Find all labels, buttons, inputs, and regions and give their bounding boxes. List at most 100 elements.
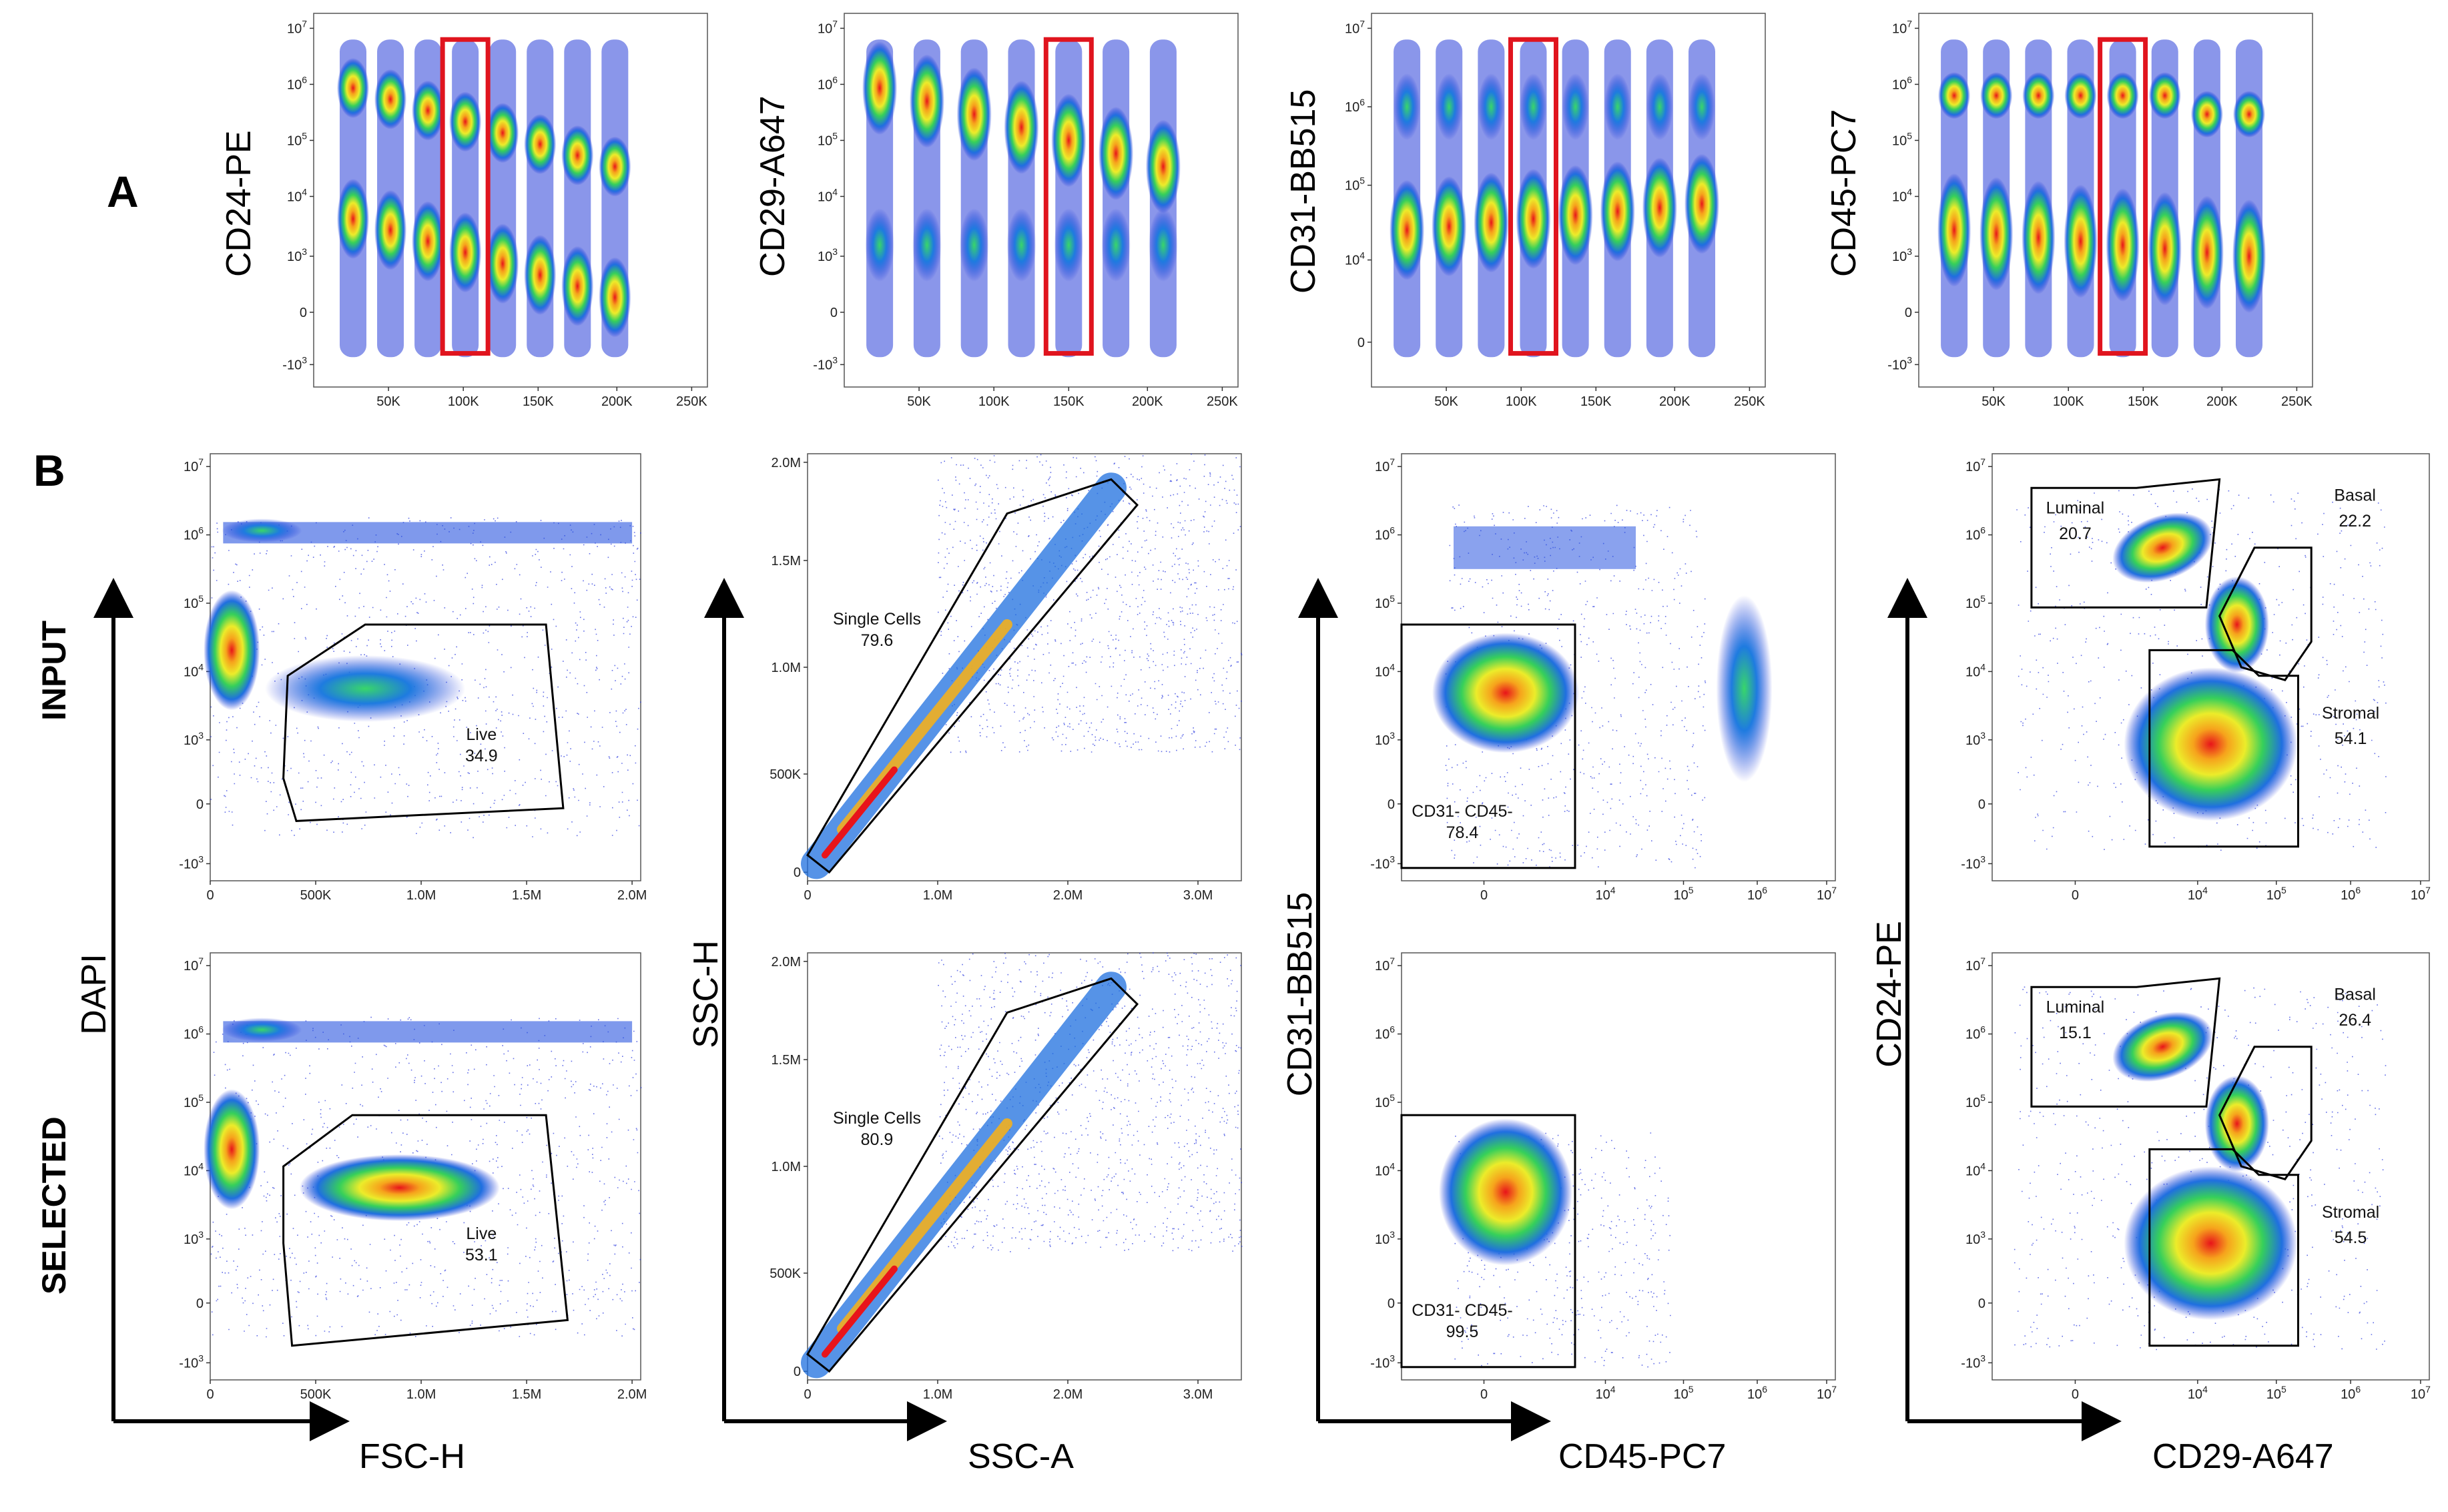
panel-a-1-ytick-label: 0 bbox=[300, 306, 307, 320]
big-axis-cd45: CD45-PC7 bbox=[1558, 1437, 1726, 1476]
panel-b-2-1-ytick-label: 103 bbox=[184, 1229, 204, 1247]
panel-a-2-ytick-label: -103 bbox=[813, 354, 838, 372]
double-negative-cluster bbox=[1432, 633, 1579, 753]
density-cluster bbox=[1558, 165, 1593, 266]
panel-b-1-1-ytick-label: 106 bbox=[184, 525, 204, 543]
density-cluster bbox=[561, 125, 594, 185]
panel-a-3-xtick-label: 50K bbox=[1434, 394, 1458, 409]
panel-b-1-4-ytick-label: 103 bbox=[1965, 730, 1985, 748]
panel-b-1-3-ytick-label: 105 bbox=[1375, 593, 1395, 611]
gate-value-double-negative: 99.5 bbox=[1446, 1322, 1479, 1341]
basal-cluster bbox=[2204, 1076, 2269, 1172]
density-cluster bbox=[865, 208, 895, 282]
density-cluster bbox=[2106, 188, 2140, 302]
debris-cluster bbox=[204, 590, 260, 711]
density-cluster bbox=[2232, 200, 2266, 313]
barcode-column bbox=[452, 39, 479, 358]
debris-cluster bbox=[204, 1089, 260, 1210]
panel-b-2-1-ytick-label: -103 bbox=[179, 1353, 204, 1371]
panel-b-2-3-ytick-label: 0 bbox=[1388, 1296, 1395, 1311]
density-cluster bbox=[1101, 208, 1131, 282]
panel-b-1-1-ytick-label: -103 bbox=[179, 853, 204, 871]
live-gate bbox=[282, 623, 565, 822]
density-cluster bbox=[1436, 73, 1463, 140]
panel-b-2-2-ytick-label: 500K bbox=[770, 1266, 801, 1281]
panel-b-2-3-ytick-label: 105 bbox=[1375, 1092, 1395, 1110]
panel-b-1-1-ytick-label: 105 bbox=[184, 593, 204, 611]
singlet-speckle bbox=[938, 952, 1243, 1252]
panel-a-4-xtick-label: 100K bbox=[2053, 394, 2084, 409]
density-cluster bbox=[1054, 208, 1084, 282]
live-cell-cluster bbox=[265, 655, 466, 722]
density-cluster bbox=[449, 91, 482, 152]
gate-label-stromal: Stromal bbox=[2322, 704, 2379, 723]
big-axis-cd24: CD24-PE bbox=[1870, 921, 1909, 1068]
panel-b-1-1-xtick-label: 500K bbox=[300, 888, 332, 903]
density-cluster bbox=[449, 212, 482, 293]
panel-b-1-3-xtick-label: 106 bbox=[1747, 885, 1767, 903]
density-cluster bbox=[1685, 153, 1720, 254]
panel-a-plot-2: 107 106 105 104 103 0 -103 50K 100K 150K 200K 250K bbox=[813, 13, 1239, 409]
panel-a-ylabel-cd31: CD31-BB515 bbox=[1284, 89, 1323, 294]
gate-value-live: 34.9 bbox=[465, 747, 498, 765]
gate-value-basal: 26.4 bbox=[2339, 1011, 2371, 1030]
density-cluster bbox=[2233, 91, 2266, 138]
panel-a-2-frame bbox=[844, 13, 1239, 388]
density-cluster bbox=[1004, 80, 1039, 174]
panel-b-2-3-xtick-label: 104 bbox=[1595, 1384, 1615, 1402]
stromal-gate bbox=[2148, 1148, 2299, 1347]
panel-b-1-2-ytick-label: 1.5M bbox=[772, 554, 801, 569]
density-cluster bbox=[1937, 173, 1971, 287]
panel-b-1-4-xtick-label: 106 bbox=[2341, 885, 2361, 903]
gate-label-luminal: Luminal bbox=[2046, 499, 2105, 518]
gate-value-luminal: 15.1 bbox=[2059, 1024, 2092, 1042]
panel-b-plot-input-1: 107 106 105 104 103 0 -103 0 500K 1.0M 1.5M 2.0M Liv… bbox=[179, 453, 647, 903]
panel-a-1-ytick-label: 103 bbox=[287, 246, 307, 264]
row-label-selected: SELECTED bbox=[35, 1116, 73, 1294]
density-cluster bbox=[1646, 73, 1673, 140]
panel-a-4-xtick-label: 50K bbox=[1981, 394, 2006, 409]
density-cluster bbox=[2148, 72, 2181, 119]
panel-a-2-ytick-label: 104 bbox=[818, 186, 838, 204]
panel-b-1-2-ytick-label: 2.0M bbox=[772, 456, 801, 470]
panel-b-1-3-xtick-label: 0 bbox=[1480, 888, 1488, 903]
panel-a-4-ytick-label: 104 bbox=[1892, 186, 1912, 204]
basal-gate bbox=[2218, 546, 2313, 681]
gate-label-stromal: Stromal bbox=[2322, 1203, 2379, 1222]
panel-letter-a: A bbox=[107, 167, 139, 216]
density-cluster bbox=[1689, 73, 1716, 140]
panel-a-4-xtick-label: 250K bbox=[2281, 394, 2313, 409]
panel-b-plot-selected-1: 107 106 105 104 103 0 -103 0 500K 1.0M 1.5M 2.0M Liv… bbox=[179, 952, 647, 1402]
panel-b-plot-input-3: 107 106 105 104 103 0 -103 0 104 105 106 107 CD31- C… bbox=[1370, 453, 1837, 903]
panel-b-2-4-ytick-label: 104 bbox=[1965, 1160, 1985, 1178]
live-gate bbox=[282, 1114, 569, 1347]
panel-a-1-ytick-label: -103 bbox=[282, 354, 307, 372]
big-axis-cd31: CD31-BB515 bbox=[1281, 892, 1319, 1096]
panel-a-3-xtick-label: 100K bbox=[1506, 394, 1537, 409]
density-cluster bbox=[1145, 119, 1181, 214]
panel-b-2-2-ytick-label: 2.0M bbox=[772, 955, 801, 970]
luminal-gate bbox=[2030, 478, 2221, 609]
panel-a-3-ytick-label: 0 bbox=[1357, 336, 1365, 350]
panel-a-4-ytick-label: 103 bbox=[1892, 246, 1912, 264]
density-cluster bbox=[2064, 184, 2098, 298]
big-axis-dapi: DAPI bbox=[75, 954, 113, 1034]
panel-a-4-xtick-label: 200K bbox=[2206, 394, 2238, 409]
density-cluster bbox=[412, 201, 444, 282]
single-cells-gate bbox=[806, 977, 1139, 1373]
density-cluster bbox=[337, 58, 369, 118]
panel-b-2-4-xtick-label: 0 bbox=[2072, 1387, 2079, 1402]
panel-b-1-3-xtick-label: 107 bbox=[1817, 885, 1837, 903]
panel-a-2-xtick-label: 200K bbox=[1132, 394, 1163, 409]
big-axis-cd29: CD29-A647 bbox=[2152, 1437, 2334, 1476]
panel-a-4-ytick-label: -103 bbox=[1887, 354, 1912, 372]
panel-b-plot-selected-3: 107 106 105 104 103 0 -103 0 104 105 106 107 CD31- C… bbox=[1370, 952, 1837, 1402]
panel-b-1-4-ytick-label: -103 bbox=[1961, 853, 1985, 871]
density-cluster bbox=[912, 208, 942, 282]
gate-label-luminal: Luminal bbox=[2046, 998, 2105, 1017]
big-axis-ssch: SSC-H bbox=[687, 940, 725, 1048]
panel-a-plot-1: 107 106 105 104 103 0 -103 50K 100K 150K 200K 250K bbox=[282, 13, 708, 409]
density-cluster bbox=[2106, 72, 2139, 119]
panel-b-1-4-ytick-label: 105 bbox=[1965, 593, 1985, 611]
